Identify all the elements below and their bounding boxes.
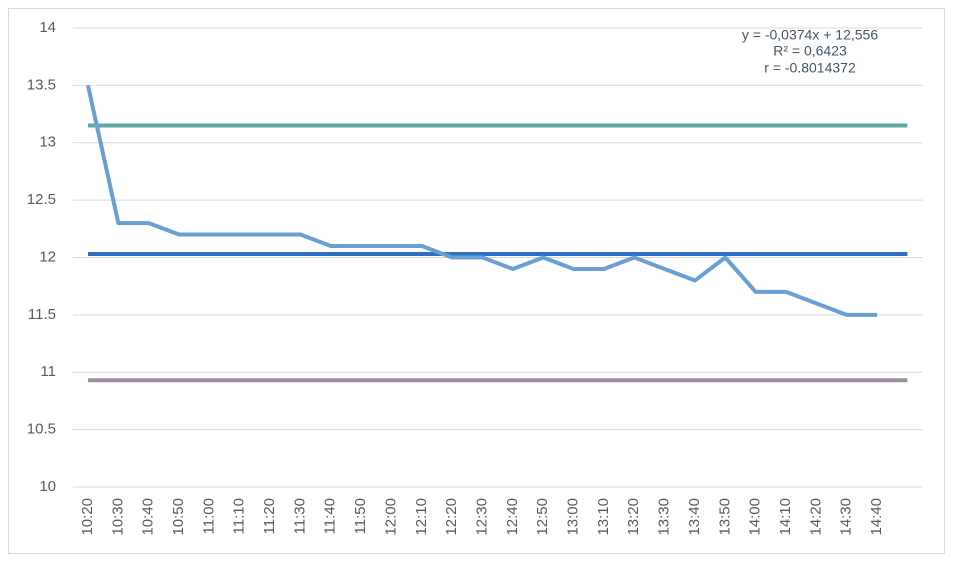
y-tick-label: 12 (39, 248, 56, 265)
x-tick-label: 10:20 (79, 498, 96, 536)
y-tick-label: 13.5 (27, 76, 56, 93)
x-tick-label: 12:30 (473, 498, 490, 536)
x-tick-label: 14:30 (838, 498, 855, 536)
x-tick-label: 14:20 (807, 498, 824, 536)
annotation: R² = 0,6423 (773, 43, 847, 59)
x-tick-label: 13:00 (565, 498, 582, 536)
x-tick-label: 14:40 (868, 498, 885, 536)
x-tick-label: 13:10 (595, 498, 612, 536)
y-tick-label: 11.5 (28, 306, 56, 323)
series-line (86, 84, 878, 317)
x-tick-label: 13:50 (716, 498, 733, 536)
x-tick-label: 11:20 (261, 498, 278, 534)
x-tick-label: 12:10 (413, 498, 430, 536)
y-tick-label: 10.5 (27, 421, 56, 438)
x-tick-label: 13:40 (686, 498, 703, 536)
x-tick-label: 12:00 (382, 498, 399, 536)
annotation: y = -0,0374x + 12,556 (742, 27, 878, 43)
x-tick-label: 14:00 (747, 498, 764, 536)
x-tick-label: 12:20 (443, 498, 460, 536)
chart-border (8, 8, 945, 554)
y-tick-label: 11 (40, 363, 56, 380)
x-tick-label: 10:50 (170, 498, 187, 536)
y-tick-label: 13 (39, 134, 56, 151)
x-tick-label: 11:40 (322, 498, 339, 534)
y-tick-label: 10 (39, 478, 56, 495)
x-tick-label: 13:20 (625, 498, 642, 536)
x-tick-label: 12:50 (534, 498, 551, 536)
x-tick-label: 11:50 (352, 498, 369, 534)
x-tick-label: 11:30 (291, 498, 308, 534)
x-tick-label: 10:30 (109, 498, 126, 536)
x-tick-label: 10:40 (140, 498, 157, 536)
x-tick-label: 14:10 (777, 498, 794, 536)
x-tick-label: 13:30 (656, 498, 673, 536)
x-tick-label: 11:00 (200, 498, 217, 534)
annotation: r = -0.8014372 (764, 60, 856, 76)
x-tick-label: 11:10 (231, 498, 248, 534)
y-tick-label: 12.5 (27, 191, 56, 208)
x-tick-label: 12:40 (504, 498, 521, 536)
y-tick-label: 14 (39, 19, 56, 36)
